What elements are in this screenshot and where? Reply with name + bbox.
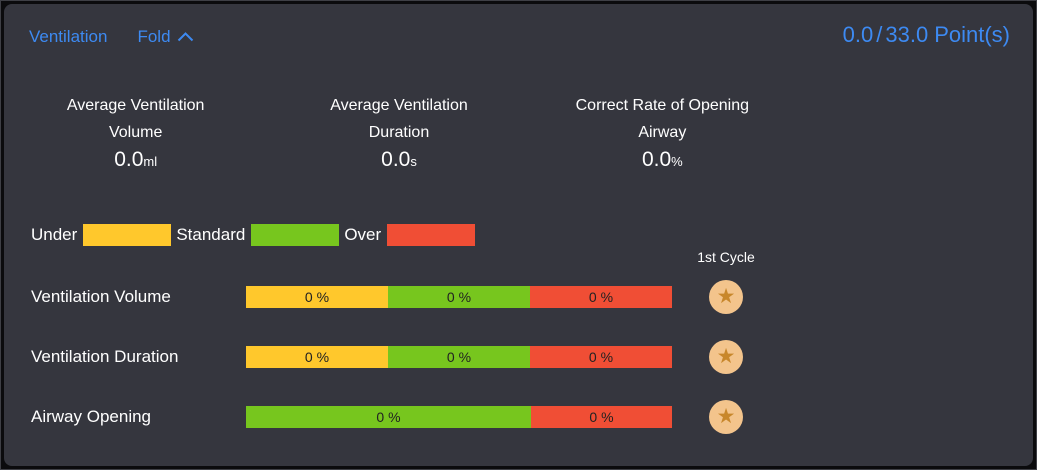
bar-row-label: Ventilation Duration — [31, 347, 179, 366]
bar-row-ventilation-duration: Ventilation Duration 0 % 0 % 0 % ★ — [4, 340, 1033, 374]
stat-average-ventilation-duration: Average Ventilation Duration 0.0s — [267, 92, 530, 176]
stat-label: Volume — [108, 124, 163, 141]
panel-header: Ventilation Fold 0.0/33.0 Point(s) — [4, 4, 1033, 48]
star-icon: ★ — [716, 344, 736, 368]
score-separator: / — [876, 22, 883, 47]
stat-unit: ml — [143, 154, 158, 169]
bar-row-label: Ventilation Volume — [31, 287, 171, 306]
fold-button[interactable]: Fold — [137, 27, 193, 47]
stat-unit: s — [410, 154, 417, 169]
cycle-star-badge: ★ — [709, 400, 743, 434]
stats-row: Average Ventilation Volume 0.0ml Average… — [4, 92, 794, 176]
legend-swatch-standard — [251, 224, 340, 246]
bar-segment-under: 0 % — [246, 346, 388, 368]
star-icon: ★ — [716, 404, 736, 428]
ventilation-panel: Ventilation Fold 0.0/33.0 Point(s) Averag… — [4, 4, 1033, 466]
score-current: 0.0 — [842, 22, 874, 47]
bar-segment-over: 0 % — [530, 286, 672, 308]
stat-unit: % — [671, 154, 683, 169]
stat-average-ventilation-volume: Average Ventilation Volume 0.0ml — [4, 92, 267, 176]
bar-row-airway-opening: Airway Opening 0 % 0 % ★ — [4, 400, 1033, 434]
bar-segment-over: 0 % — [530, 406, 672, 428]
legend-swatch-over — [387, 224, 476, 246]
bar-segment-standard: 0 % — [387, 346, 530, 368]
legend-swatch-under — [83, 224, 172, 246]
stat-value: 0.0% — [641, 148, 683, 171]
stat-value: 0.0s — [381, 148, 417, 171]
fold-button-label: Fold — [137, 27, 171, 46]
stat-label: Duration — [368, 124, 430, 141]
legend-label-over: Over — [344, 225, 382, 244]
legend-label-standard: Standard — [176, 225, 246, 244]
bar-segment-standard: 0 % — [387, 286, 530, 308]
bar-row-ventilation-volume: Ventilation Volume 0 % 0 % 0 % ★ — [4, 280, 1033, 314]
cycle-star-badge: ★ — [709, 280, 743, 314]
stat-correct-rate-opening-airway: Correct Rate of Opening Airway 0.0% — [531, 92, 794, 176]
stat-label: Correct Rate of Opening — [575, 97, 750, 114]
stacked-bar: 0 % 0 % 0 % — [246, 346, 672, 368]
bar-row-label: Airway Opening — [31, 407, 152, 426]
score-unit: Point(s) — [934, 22, 1010, 47]
bar-rows: Ventilation Volume 0 % 0 % 0 % ★ Ventila… — [4, 280, 1033, 434]
cycle-star-badge: ★ — [709, 340, 743, 374]
legend-label-under: Under — [31, 225, 78, 244]
star-icon: ★ — [716, 284, 736, 308]
bar-segment-over: 0 % — [530, 346, 672, 368]
stacked-bar: 0 % 0 % 0 % — [246, 286, 672, 308]
score-total: 33.0 — [885, 22, 929, 47]
panel-title: Ventilation — [29, 27, 108, 46]
stacked-bar: 0 % 0 % — [246, 406, 672, 428]
legend: Under Standard Over — [31, 224, 1033, 246]
bar-segment-under: 0 % — [246, 286, 388, 308]
stat-label: Average Ventilation — [66, 97, 205, 114]
cycle-column-header: 1st Cycle — [697, 249, 755, 265]
stat-label: Average Ventilation — [330, 97, 468, 114]
stat-value: 0.0ml — [114, 148, 158, 171]
bar-segment-standard: 0 % — [246, 406, 531, 428]
chevron-up-icon — [177, 32, 194, 42]
stat-label: Airway — [638, 124, 687, 141]
score-display: 0.0/33.0 Point(s) — [843, 22, 1010, 48]
